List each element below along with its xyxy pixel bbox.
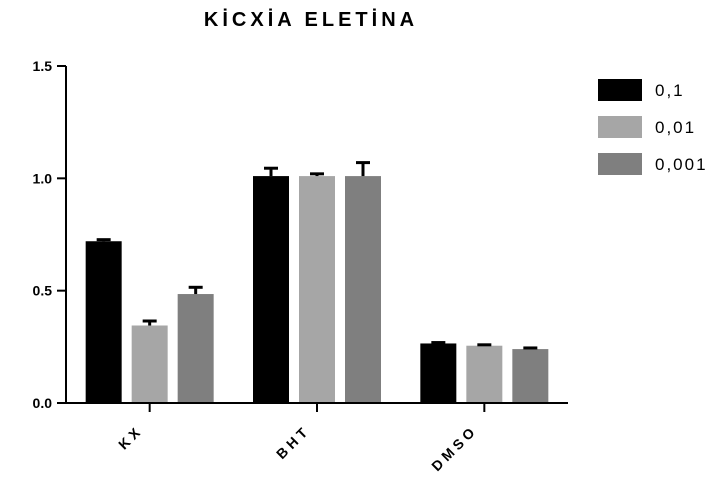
bar-bht-1 (299, 176, 335, 403)
chart-title: KİCXİA ELETİNA (204, 8, 418, 31)
bar-bht-0 (253, 176, 289, 403)
bars-group (85, 176, 549, 403)
bar-kx-0 (85, 241, 122, 403)
x-tick-label: DMSO (428, 422, 480, 474)
legend-label: 0,01 (655, 118, 696, 137)
bar-kx-1 (131, 325, 168, 403)
bar-dmso-0 (420, 343, 457, 403)
legend-swatch (598, 79, 642, 101)
bar-dmso-1 (466, 345, 503, 403)
error-bars-group (96, 161, 538, 350)
legend: 0,1 0,01 0,001 (598, 79, 708, 175)
x-axis-ticks: KX BHT DMSO (115, 403, 486, 474)
y-tick-label: 1.5 (33, 58, 53, 74)
legend-label: 0,001 (655, 155, 708, 174)
legend-swatch (598, 116, 642, 138)
y-tick-label: 0.5 (33, 283, 53, 299)
legend-swatch (598, 153, 642, 175)
bar-kx-2 (177, 294, 214, 403)
bar-bht-2 (345, 176, 381, 403)
legend-label: 0,1 (655, 81, 685, 100)
y-axis-ticks: 0.0 0.5 1.0 1.5 (33, 58, 66, 411)
y-tick-label: 0.0 (33, 395, 53, 411)
bar-dmso-2 (512, 349, 549, 403)
x-tick-label: BHT (273, 422, 313, 462)
y-tick-label: 1.0 (33, 170, 53, 186)
x-tick-label: KX (115, 422, 146, 453)
